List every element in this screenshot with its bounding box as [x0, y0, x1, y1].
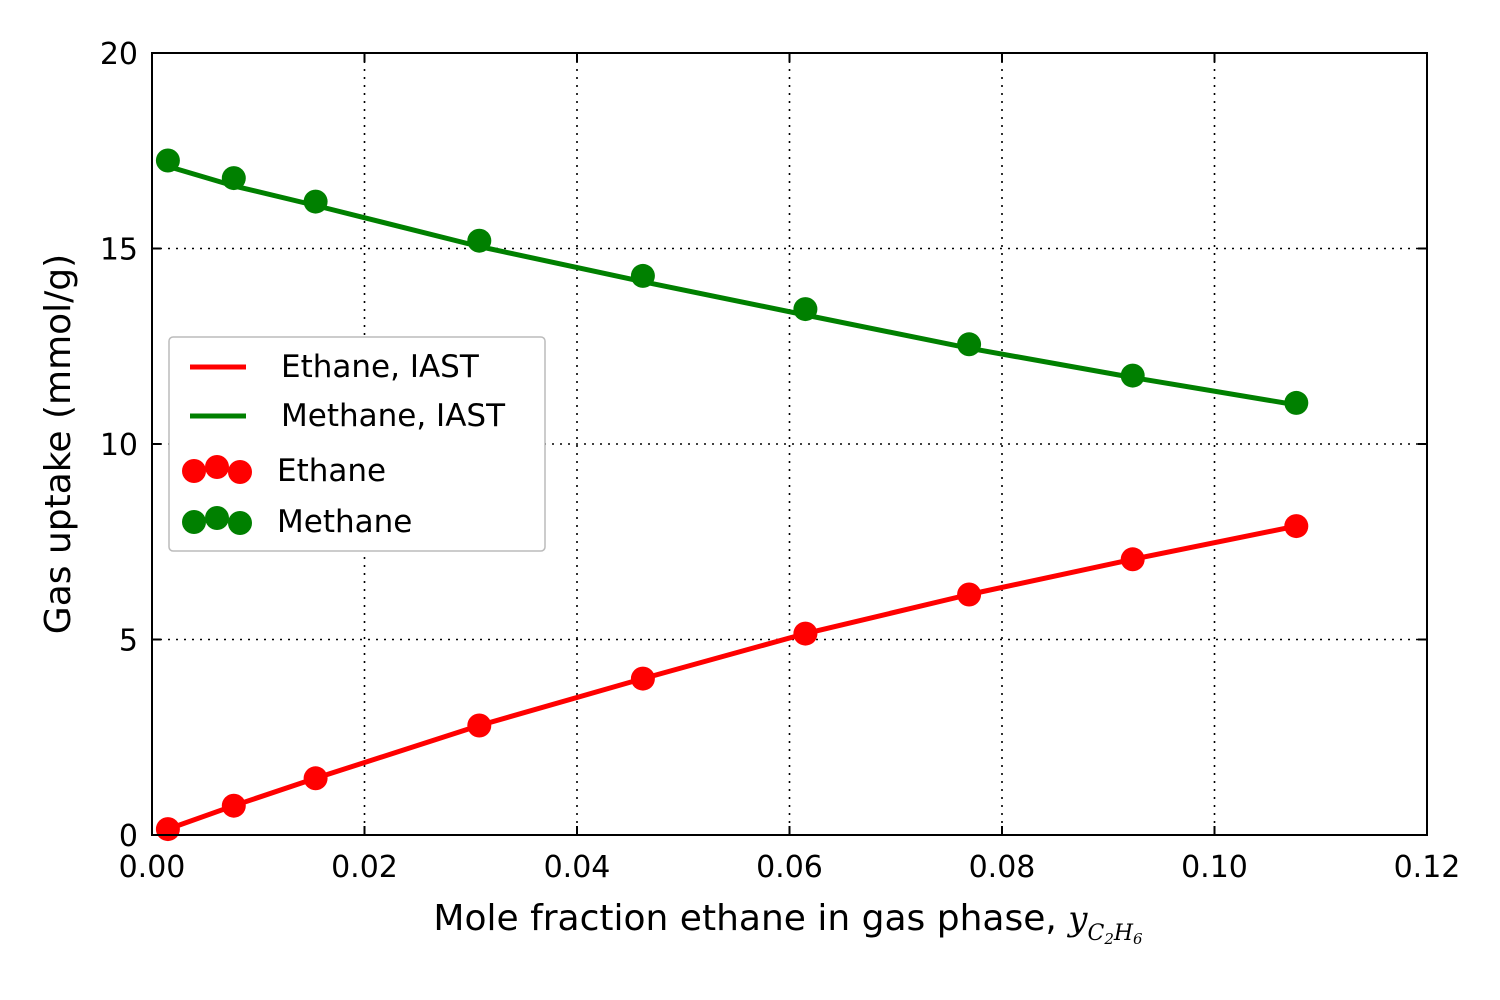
y-tick-label: 20: [100, 37, 138, 72]
y-axis-tick-labels: 0 5 10 15 20: [100, 37, 138, 854]
x-tick-label: 0.12: [1394, 850, 1461, 885]
data-point-methane: [155, 148, 180, 173]
y-tick-label: 10: [100, 428, 138, 463]
x-tick-label: 0.08: [969, 850, 1036, 885]
x-axis-label-math-sub-c: C: [1087, 921, 1104, 946]
x-axis-label-math-sub-c-index: 2: [1103, 930, 1114, 948]
data-point-ethane: [467, 713, 492, 738]
x-tick-label: 0.02: [331, 850, 398, 885]
legend-marker-ethane-1: [182, 459, 206, 483]
legend-label-methane: Methane: [277, 504, 412, 540]
data-point-ethane: [155, 817, 180, 842]
data-point-methane: [957, 332, 982, 357]
axis-ticks: [151, 52, 1428, 836]
data-point-ethane: [303, 766, 328, 791]
x-axis-tick-labels: 0.00 0.02 0.04 0.06 0.08 0.10 0.12: [119, 850, 1461, 885]
x-tick-label: 0.10: [1181, 850, 1248, 885]
data-point-ethane: [221, 793, 246, 818]
legend-marker-methane-1: [182, 510, 206, 534]
y-axis-label: Gas uptake (mmol/g): [38, 254, 79, 634]
x-axis-label-text: Mole fraction ethane in gas phase,: [433, 898, 1068, 939]
x-tick-label: 0.00: [119, 850, 186, 885]
legend-marker-ethane-2: [205, 455, 229, 479]
data-point-ethane: [793, 621, 818, 646]
x-axis-label-math-sub-h-index: 6: [1133, 930, 1143, 948]
legend-marker-methane-3: [228, 511, 252, 535]
data-point-methane: [221, 166, 246, 191]
x-tick-label: 0.04: [544, 850, 611, 885]
data-point-ethane: [957, 582, 982, 607]
legend-label-methane-iast: Methane, IAST: [281, 398, 506, 434]
series-markers: [155, 148, 1309, 842]
data-point-methane: [1284, 390, 1309, 415]
x-tick-label: 0.06: [756, 850, 823, 885]
x-axis-label-math-base: y: [1066, 899, 1088, 939]
data-point-ethane: [630, 666, 655, 691]
data-point-ethane: [1120, 547, 1145, 572]
x-axis-label-math-sub-h: H: [1113, 921, 1134, 946]
y-tick-label: 0: [119, 819, 138, 854]
data-point-methane: [467, 228, 492, 253]
data-point-ethane: [1284, 514, 1309, 539]
legend-label-ethane: Ethane: [277, 453, 386, 489]
legend-handle-ethane: [182, 455, 252, 484]
data-point-methane: [793, 297, 818, 322]
y-tick-label: 15: [100, 233, 138, 268]
legend-handle-methane: [182, 506, 252, 535]
data-point-methane: [630, 263, 655, 288]
legend: Ethane, IAST Methane, IAST Ethane Methan…: [168, 336, 546, 552]
legend-marker-ethane-3: [228, 460, 252, 484]
legend-marker-methane-2: [205, 506, 229, 530]
y-tick-label: 5: [119, 624, 138, 659]
data-point-methane: [303, 189, 328, 214]
legend-box: [168, 336, 546, 552]
legend-label-ethane-iast: Ethane, IAST: [281, 349, 480, 385]
data-point-methane: [1120, 363, 1145, 388]
x-axis-label: Mole fraction ethane in gas phase, yC2H6: [433, 898, 1143, 948]
